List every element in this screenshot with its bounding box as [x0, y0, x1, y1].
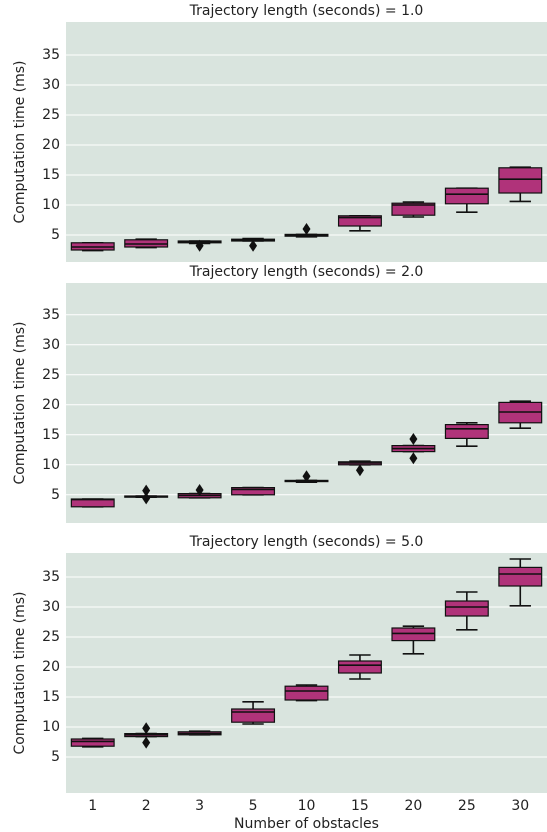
outlier	[195, 484, 204, 496]
box	[231, 708, 276, 723]
box	[391, 627, 436, 642]
y-tick-label: 25	[42, 367, 60, 383]
outlier	[142, 736, 151, 749]
y-tick-label: 5	[51, 749, 60, 765]
y-tick-label: 30	[42, 599, 60, 615]
y-axis-label: Computation time (ms)	[12, 321, 28, 484]
plot-background	[66, 283, 547, 523]
plot-background	[66, 22, 547, 262]
outlier	[195, 239, 204, 252]
y-tick-label: 25	[42, 629, 60, 645]
outlier	[249, 239, 258, 252]
panel-title: Trajectory length (seconds) = 1.0	[189, 3, 424, 19]
x-tick-label: 3	[195, 798, 204, 814]
outlier	[355, 464, 364, 477]
x-tick-label: 1	[88, 798, 97, 814]
y-tick-label: 35	[42, 569, 60, 585]
box	[498, 566, 543, 587]
y-tick-label: 5	[51, 227, 60, 243]
x-tick-label: 25	[458, 798, 476, 814]
y-tick-label: 10	[42, 457, 60, 473]
outlier	[142, 484, 151, 497]
x-tick-label: 2	[142, 798, 151, 814]
outlier	[302, 223, 311, 235]
y-tick-label: 30	[42, 77, 60, 93]
box	[231, 487, 276, 496]
y-tick-label: 15	[42, 427, 60, 443]
x-tick-label: 15	[351, 798, 369, 814]
y-tick-label: 10	[42, 197, 60, 213]
y-tick-label: 20	[42, 397, 60, 413]
box	[284, 685, 329, 701]
y-tick-label: 30	[42, 337, 60, 353]
outlier	[302, 470, 311, 483]
outlier	[142, 722, 151, 735]
box	[444, 600, 489, 617]
box	[70, 738, 115, 747]
outlier	[142, 492, 151, 505]
box	[444, 187, 489, 205]
x-tick-label: 20	[404, 798, 422, 814]
box	[498, 167, 543, 194]
outlier	[409, 433, 418, 445]
y-tick-label: 20	[42, 137, 60, 153]
box	[444, 424, 489, 440]
box	[337, 215, 382, 227]
x-axis-label: Number of obstacles	[234, 816, 379, 832]
y-tick-label: 5	[51, 487, 60, 503]
y-tick-label: 25	[42, 107, 60, 123]
x-tick-label: 10	[298, 798, 316, 814]
y-tick-label: 15	[42, 167, 60, 183]
y-tick-label: 15	[42, 689, 60, 705]
box	[391, 202, 436, 216]
y-tick-label: 20	[42, 659, 60, 675]
y-tick-label: 10	[42, 719, 60, 735]
y-axis-label: Computation time (ms)	[12, 591, 28, 754]
y-tick-label: 35	[42, 47, 60, 63]
y-tick-label: 35	[42, 307, 60, 323]
box	[337, 660, 382, 674]
y-axis-label: Computation time (ms)	[12, 60, 28, 223]
x-tick-label: 5	[249, 798, 258, 814]
panel-title: Trajectory length (seconds) = 5.0	[189, 534, 424, 550]
outlier	[409, 452, 418, 465]
x-tick-label: 30	[511, 798, 529, 814]
panel-title: Trajectory length (seconds) = 2.0	[189, 264, 424, 280]
